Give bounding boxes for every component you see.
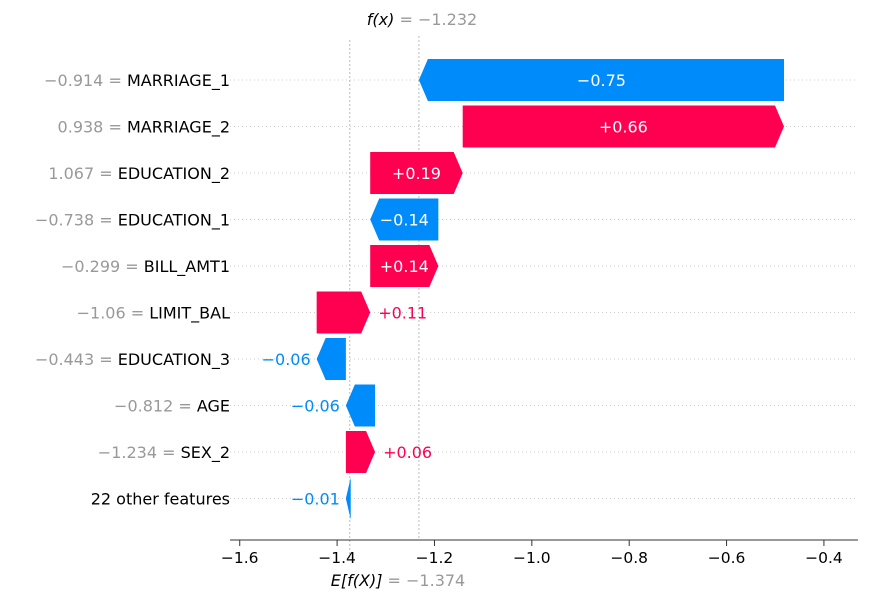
contribution-label: +0.66 <box>599 118 648 137</box>
positive-bar <box>462 105 785 148</box>
feature-value: 1.067 = <box>48 164 117 183</box>
x-tick-label: −1.0 <box>513 549 551 567</box>
feature-label: −0.738 = EDUCATION_1 <box>35 211 230 231</box>
contribution-label: −0.01 <box>291 490 340 509</box>
x-tick-label: −1.2 <box>416 549 454 567</box>
feature-value: 0.938 = <box>58 118 127 137</box>
contribution-label: +0.19 <box>392 164 441 183</box>
feature-name: LIMIT_BAL <box>149 304 230 324</box>
contribution-label: +0.14 <box>380 257 429 276</box>
positive-bar <box>345 431 376 473</box>
feature-label: 1.067 = EDUCATION_2 <box>48 164 230 184</box>
fx-label: f(x) <box>367 10 395 29</box>
contribution-label: +0.06 <box>383 443 432 462</box>
feature-name: MARRIAGE_1 <box>127 71 230 91</box>
negative-bar <box>345 384 376 427</box>
feature-label: −1.234 = SEX_2 <box>98 443 230 463</box>
feature-label: −0.299 = BILL_AMT1 <box>61 257 230 277</box>
positive-bar <box>316 291 371 334</box>
fx-annotation: f(x) = −1.232 <box>367 10 477 29</box>
x-tick-label: −1.6 <box>221 549 259 567</box>
feature-name: 22 other features <box>91 490 230 509</box>
feature-name: EDUCATION_2 <box>118 164 230 184</box>
x-tick-label: −0.6 <box>708 549 746 567</box>
feature-name: BILL_AMT1 <box>144 257 230 277</box>
contribution-label: +0.11 <box>378 304 427 323</box>
feature-value: −1.06 = <box>77 304 150 323</box>
feature-label: −0.443 = EDUCATION_3 <box>35 350 230 370</box>
fx-value: = −1.232 <box>394 10 477 29</box>
feature-name: EDUCATION_3 <box>118 350 230 370</box>
feature-label: −0.914 = MARRIAGE_1 <box>44 71 230 91</box>
ex-value: = −1.374 <box>382 571 465 590</box>
x-tick-label: −0.4 <box>805 549 843 567</box>
feature-value: −0.812 = <box>114 397 197 416</box>
x-tick-label: −0.8 <box>610 549 648 567</box>
negative-bar <box>345 477 351 520</box>
feature-value: −1.234 = <box>98 443 181 462</box>
feature-value: −0.914 = <box>44 71 127 90</box>
feature-name: MARRIAGE_2 <box>127 118 230 138</box>
contribution-label: −0.06 <box>291 397 340 416</box>
feature-label: −1.06 = LIMIT_BAL <box>77 304 230 324</box>
ex-label: E[f(X)] <box>331 571 383 590</box>
contribution-label: −0.75 <box>577 71 626 90</box>
feature-label: 0.938 = MARRIAGE_2 <box>58 118 230 138</box>
feature-label: −0.812 = AGE <box>114 397 230 416</box>
contribution-label: −0.14 <box>380 211 429 230</box>
negative-bar <box>316 338 346 380</box>
feature-name: EDUCATION_1 <box>118 211 230 231</box>
feature-value: −0.443 = <box>35 350 118 369</box>
feature-name: AGE <box>197 397 230 416</box>
positive-bar <box>370 245 439 287</box>
feature-value: −0.738 = <box>35 211 118 230</box>
x-tick-label: −1.4 <box>318 549 356 567</box>
negative-bar <box>418 59 785 101</box>
positive-bar <box>370 152 463 194</box>
ex-annotation: E[f(X)] = −1.374 <box>331 571 465 590</box>
feature-label: 22 other features <box>91 490 230 509</box>
negative-bar <box>370 198 439 241</box>
x-axis: −1.6 −1.4 −1.2 −1.0 −0.8 −0.6 −0.4 <box>221 539 858 567</box>
bar-layer: −0.75 +0.66 +0.19 −0.14 +0.14 +0.11 −0.06 −0.06… <box>262 59 785 520</box>
feature-labels: −0.914 = MARRIAGE_1 0.938 = MARRIAGE_2 1.0… <box>35 71 230 509</box>
contribution-label: −0.06 <box>262 350 311 369</box>
feature-value: −0.299 = <box>61 257 144 276</box>
feature-name: SEX_2 <box>181 443 230 463</box>
